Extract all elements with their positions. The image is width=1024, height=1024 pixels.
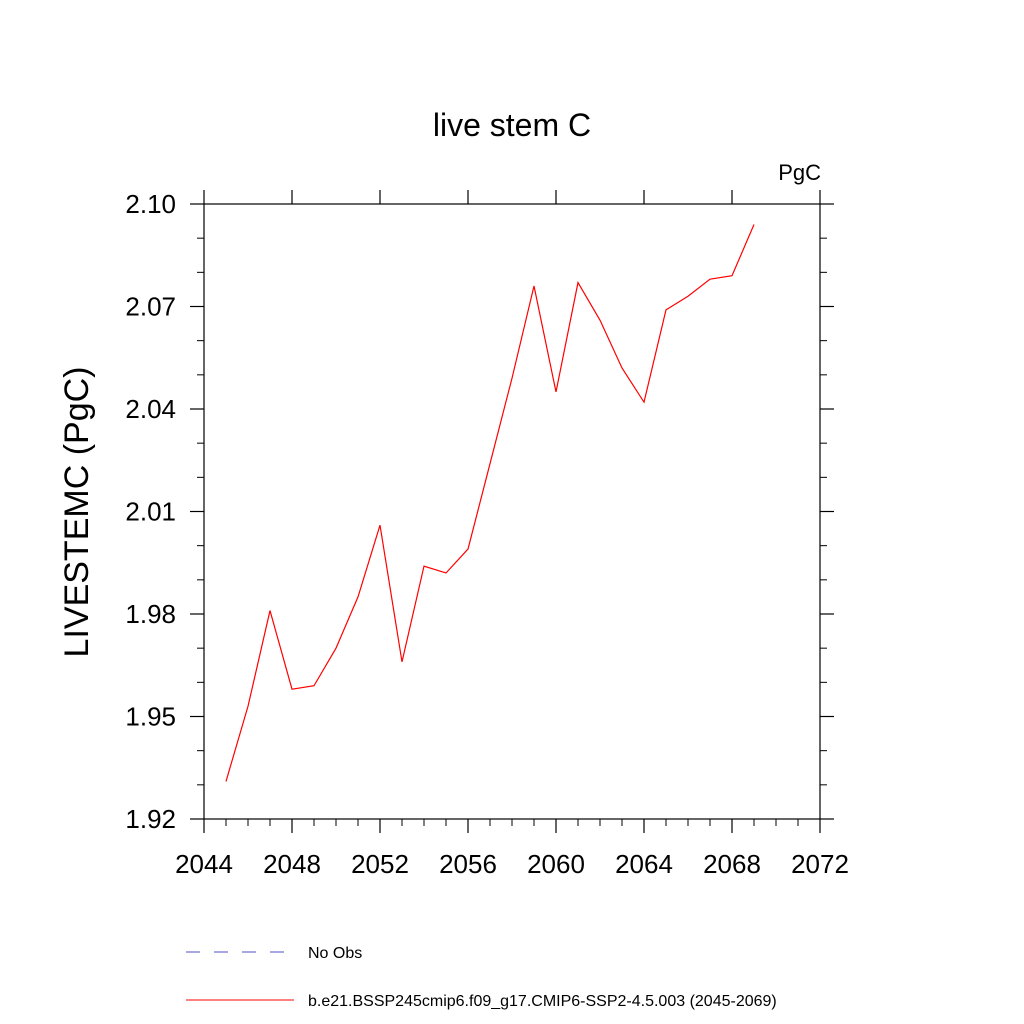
x-tick-label: 2064 <box>615 849 673 879</box>
y-axis-label: LIVESTEMC (PgC) <box>58 367 96 658</box>
y-tick-label: 2.04 <box>125 394 176 424</box>
legend-label-model: b.e21.BSSP245cmip6.f09_g17.CMIP6-SSP2-4.… <box>308 993 777 1010</box>
x-tick-label: 2056 <box>439 849 497 879</box>
x-tick-label: 2060 <box>527 849 585 879</box>
chart-title: live stem C <box>433 107 591 143</box>
x-tick-label: 2068 <box>703 849 761 879</box>
x-tick-label: 2052 <box>351 849 409 879</box>
plot-frame <box>203 203 821 820</box>
units-label: PgC <box>778 160 821 185</box>
x-tick-label: 2072 <box>791 849 849 879</box>
series-layer <box>225 224 755 782</box>
legend: No Obs b.e21.BSSP245cmip6.f09_g17.CMIP6-… <box>186 945 777 1010</box>
y-tick-label: 2.07 <box>125 292 176 322</box>
axis-tick-labels: 2044 2048 2052 2056 2060 2064 2068 2072 1.92 1.95… <box>125 189 849 879</box>
series-line-0 <box>225 224 755 782</box>
legend-label-no-obs: No Obs <box>308 945 362 962</box>
x-tick-label: 2044 <box>175 849 233 879</box>
y-tick-label: 2.01 <box>125 497 176 527</box>
x-tick-label: 2048 <box>263 849 321 879</box>
y-tick-label: 1.98 <box>125 599 176 629</box>
y-tick-label: 1.92 <box>125 804 176 834</box>
axis-ticks <box>190 190 834 833</box>
y-tick-label: 1.95 <box>125 702 176 732</box>
y-tick-label: 2.10 <box>125 189 176 219</box>
